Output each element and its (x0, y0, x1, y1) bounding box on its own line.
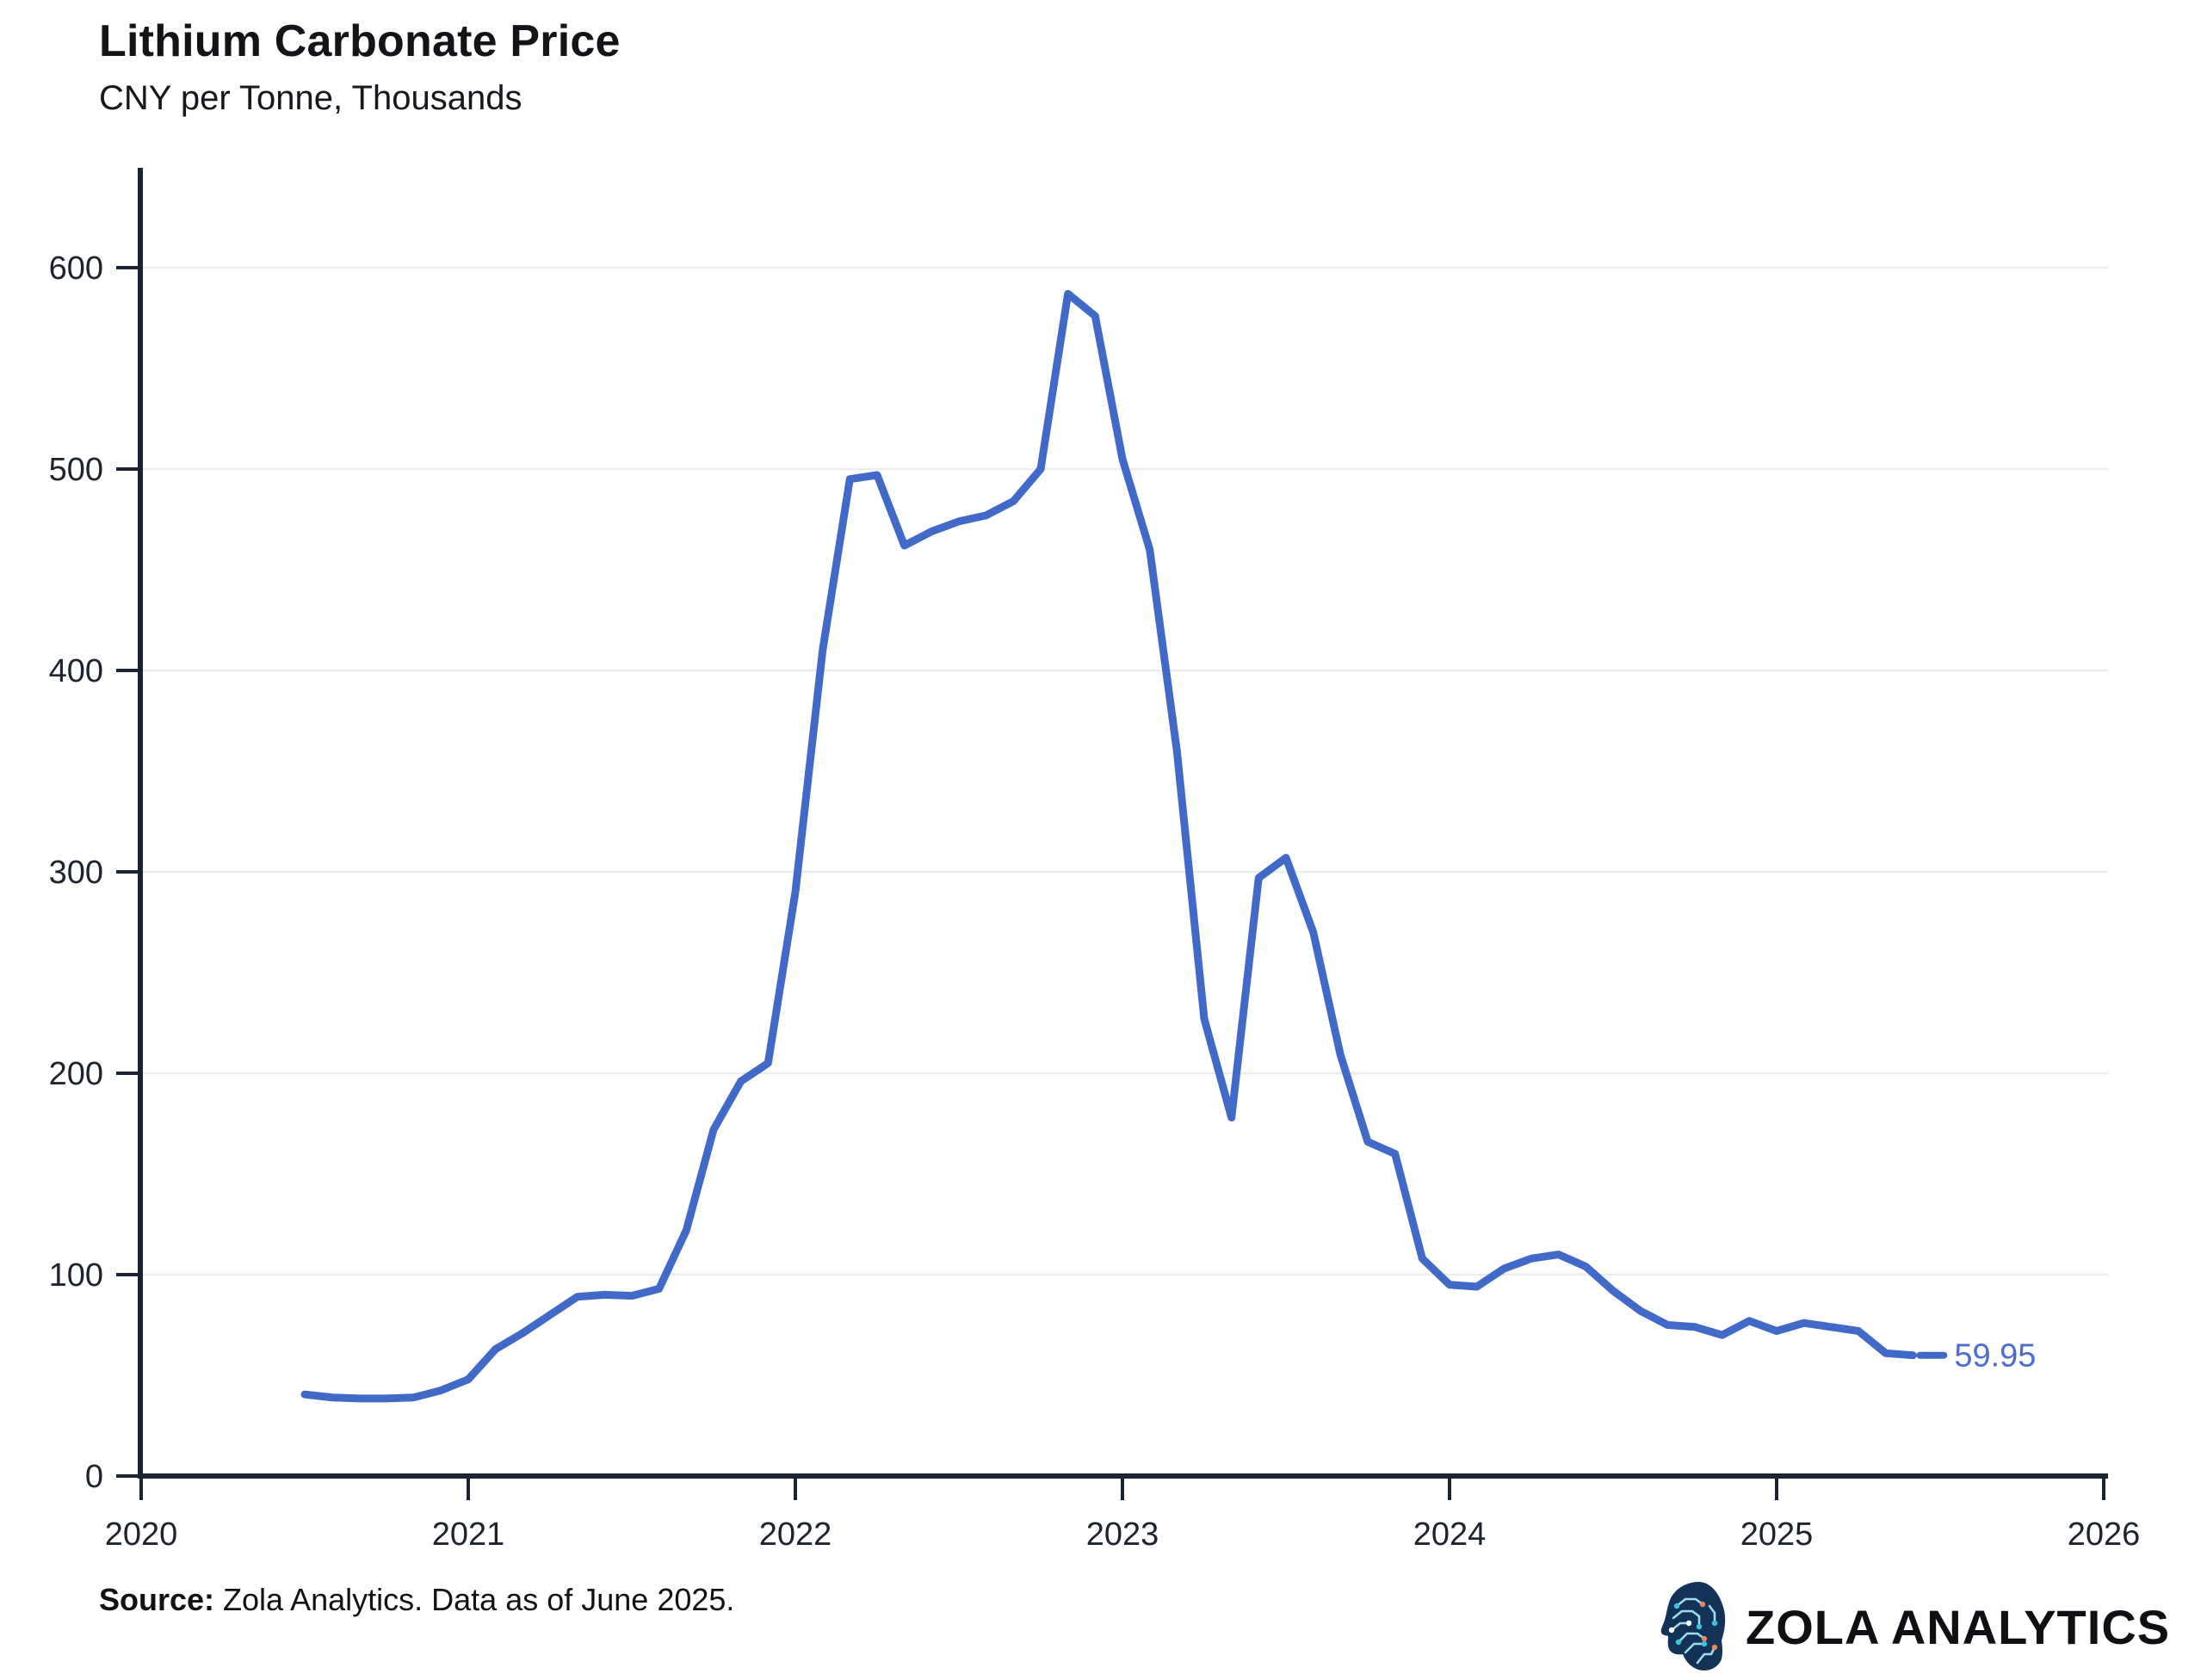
brain-circuit-head-icon (1660, 1581, 1726, 1671)
y-tick-label-0: 0 (85, 1459, 103, 1495)
circuit-node (1675, 1639, 1682, 1646)
x-tick-label-2024: 2024 (1413, 1516, 1487, 1553)
circuit-node (1673, 1603, 1680, 1609)
circuit-node (1685, 1620, 1692, 1627)
circuit-node (1668, 1627, 1675, 1634)
chart-title: Lithium Carbonate Price (99, 16, 621, 66)
chart-subtitle: CNY per Tonne, Thousands (99, 79, 522, 117)
brand-name: ZOLA ANALYTICS (1746, 1599, 2171, 1654)
brand-logo: ZOLA ANALYTICS (1660, 1580, 2170, 1673)
circuit-node (1711, 1620, 1718, 1627)
circuit-node (1696, 1623, 1703, 1630)
circuit-node (1701, 1635, 1708, 1642)
x-tick-label-2021: 2021 (432, 1516, 505, 1553)
y-tick-label-600: 600 (49, 250, 103, 287)
x-tick-label-2020: 2020 (105, 1516, 178, 1553)
circuit-node (1711, 1644, 1718, 1651)
source-label: Source: (99, 1582, 215, 1617)
price-line (300, 289, 1917, 1403)
y-tick-label-100: 100 (49, 1257, 103, 1294)
x-tick-label-2023: 2023 (1086, 1516, 1159, 1553)
y-tick-label-400: 400 (49, 653, 103, 689)
circuit-node (1699, 1601, 1706, 1608)
y-tick-label-200: 200 (49, 1056, 103, 1092)
source-text: Zola Analytics. Data as of June 2025. (214, 1582, 735, 1617)
y-tick-label-500: 500 (49, 452, 103, 488)
x-tick-label-2025: 2025 (1740, 1516, 1814, 1553)
y-tick-label-300: 300 (49, 855, 103, 891)
x-tick-label-2022: 2022 (759, 1516, 832, 1553)
circuit-node (1701, 1640, 1708, 1647)
source-note: Source: Zola Analytics. Data as of June … (99, 1582, 734, 1618)
x-tick-label-2026: 2026 (2068, 1516, 2141, 1553)
end-value-label: 59.95 (1954, 1338, 2036, 1374)
